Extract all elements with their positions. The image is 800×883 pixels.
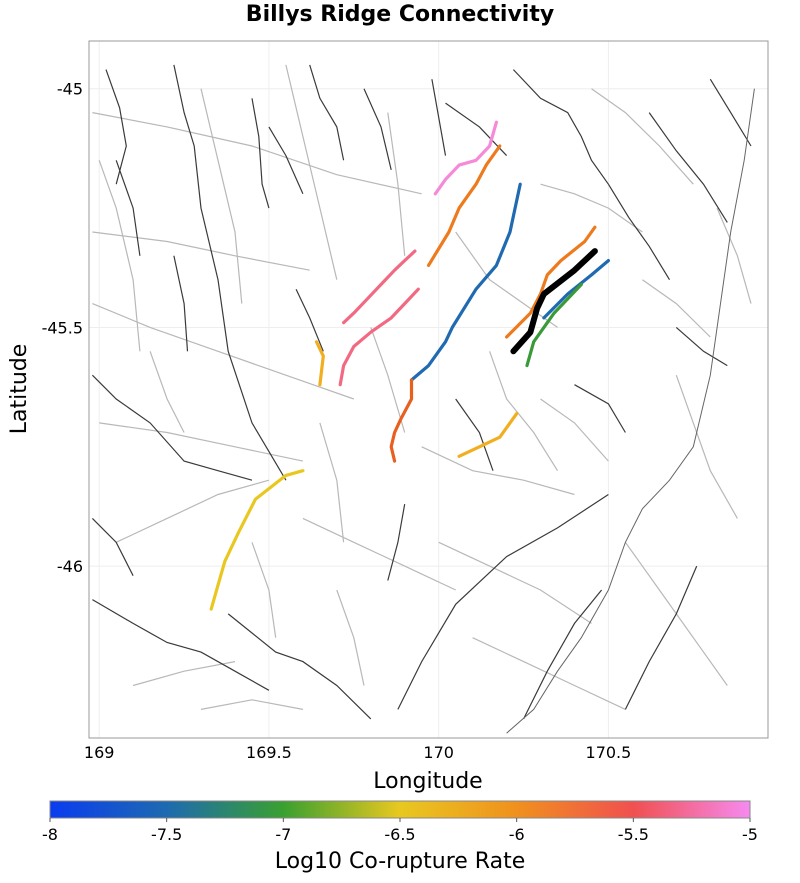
background-fault-light-2 bbox=[92, 303, 354, 400]
background-fault-dark-4 bbox=[309, 64, 345, 161]
background-fault-light-13 bbox=[642, 279, 711, 338]
connected-fault-4 bbox=[314, 340, 325, 387]
plot-frame bbox=[88, 40, 769, 739]
connected-fault-8 bbox=[389, 378, 414, 463]
x-tick-label-3: 170.5 bbox=[586, 743, 632, 762]
colorbar-tick-label-3: -6.5 bbox=[384, 825, 415, 844]
colorbar-tick-label-0: -8 bbox=[42, 825, 58, 844]
connected-fault-3 bbox=[209, 469, 305, 611]
connected-fault-2 bbox=[525, 282, 583, 368]
background-fault-light-14 bbox=[421, 446, 575, 496]
background-fault-dark-13 bbox=[397, 493, 609, 710]
background-fault-light-16 bbox=[472, 637, 626, 710]
coastline bbox=[506, 88, 755, 734]
background-fault-light-21 bbox=[98, 160, 141, 352]
plot-area bbox=[89, 41, 768, 738]
background-fault-dark-18 bbox=[295, 288, 324, 352]
background-fault-dark-3 bbox=[251, 98, 270, 209]
colorbar-tick-label-2: -7 bbox=[275, 825, 291, 844]
background-fault-dark-11 bbox=[92, 599, 270, 691]
background-fault-light-0 bbox=[92, 112, 422, 195]
background-faults-light bbox=[92, 64, 752, 710]
grid-lines bbox=[89, 41, 768, 738]
connected-fault-7 bbox=[505, 225, 597, 339]
background-fault-dark-15 bbox=[624, 565, 698, 710]
background-fault-light-26 bbox=[716, 207, 752, 304]
background-fault-dark-5 bbox=[431, 79, 447, 156]
background-fault-dark-19 bbox=[173, 255, 189, 352]
background-fault-dark-17 bbox=[709, 78, 752, 147]
background-fault-light-24 bbox=[319, 422, 345, 543]
background-fault-light-19 bbox=[251, 542, 277, 638]
coastline-line bbox=[506, 88, 755, 734]
background-fault-dark-21 bbox=[363, 88, 392, 171]
connected-fault-0 bbox=[409, 182, 522, 382]
x-axis-ticks: 169 169.5 170 170.5 bbox=[84, 743, 631, 762]
background-fault-light-4 bbox=[115, 479, 270, 543]
background-fault-light-6 bbox=[132, 661, 236, 687]
colorbar-tick-label-5: -5.5 bbox=[618, 825, 649, 844]
x-tick-label-1: 169.5 bbox=[246, 743, 292, 762]
background-fault-dark-16 bbox=[648, 112, 728, 223]
colorbar-tick-label-1: -7.5 bbox=[151, 825, 182, 844]
background-fault-light-5 bbox=[302, 517, 456, 591]
colorbar-ticks: -8 -7.5 -7 -6.5 -6 -5.5 -5 bbox=[42, 818, 758, 844]
background-fault-light-20 bbox=[149, 351, 185, 433]
background-fault-light-15 bbox=[438, 541, 592, 624]
y-tick-label-1: -45.5 bbox=[42, 318, 83, 337]
y-axis-label: Latitude bbox=[7, 344, 32, 435]
y-tick-label-0: -45 bbox=[57, 80, 83, 99]
background-fault-dark-2 bbox=[173, 64, 287, 481]
chart-title: Billys Ridge Connectivity bbox=[245, 2, 555, 27]
background-fault-dark-24 bbox=[675, 326, 728, 367]
background-fault-dark-14 bbox=[523, 589, 603, 720]
background-fault-light-18 bbox=[336, 589, 365, 686]
background-fault-dark-10 bbox=[91, 517, 134, 576]
y-axis-ticks: -45 -45.5 -46 bbox=[42, 80, 83, 576]
background-fault-dark-20 bbox=[268, 126, 304, 195]
background-fault-dark-12 bbox=[227, 613, 372, 720]
background-fault-light-11 bbox=[540, 183, 643, 233]
background-fault-light-3 bbox=[99, 422, 304, 462]
background-fault-dark-23 bbox=[455, 398, 494, 471]
background-fault-light-28 bbox=[540, 398, 609, 462]
y-tick-label-2: -46 bbox=[57, 557, 83, 576]
x-tick-label-0: 169 bbox=[84, 743, 115, 762]
connected-faults bbox=[209, 120, 611, 611]
background-fault-light-1 bbox=[92, 231, 310, 271]
background-fault-dark-1 bbox=[115, 160, 141, 256]
background-faults-dark bbox=[91, 64, 752, 720]
connected-fault-5 bbox=[457, 411, 519, 458]
background-fault-light-23 bbox=[370, 327, 406, 433]
background-fault-dark-25 bbox=[574, 384, 626, 433]
connected-fault-11 bbox=[433, 120, 498, 196]
connected-fault-9 bbox=[342, 249, 417, 325]
billys-ridge-fault bbox=[510, 248, 598, 355]
highlight-fault bbox=[510, 248, 598, 355]
background-fault-dark-8 bbox=[445, 102, 508, 157]
colorbar-tick-label-6: -5 bbox=[742, 825, 758, 844]
background-fault-light-8 bbox=[285, 64, 338, 280]
colorbar bbox=[49, 800, 751, 819]
colorbar-tick-label-4: -6 bbox=[509, 825, 525, 844]
x-tick-label-2: 170 bbox=[423, 743, 454, 762]
background-fault-light-25 bbox=[675, 374, 738, 519]
background-fault-dark-7 bbox=[607, 183, 671, 281]
colorbar-label: Log10 Co-rupture Rate bbox=[275, 849, 526, 874]
background-fault-dark-22 bbox=[387, 503, 406, 581]
background-fault-light-12 bbox=[591, 88, 694, 185]
x-axis-label: Longitude bbox=[373, 769, 482, 794]
background-fault-dark-0 bbox=[105, 69, 127, 185]
background-fault-light-7 bbox=[200, 88, 243, 304]
background-fault-light-9 bbox=[387, 112, 406, 256]
background-fault-light-27 bbox=[200, 699, 304, 710]
background-fault-dark-6 bbox=[512, 69, 609, 185]
connected-fault-10 bbox=[338, 287, 420, 387]
connected-fault-6 bbox=[426, 144, 502, 267]
background-fault-light-10 bbox=[455, 231, 558, 328]
background-fault-light-22 bbox=[489, 351, 559, 472]
background-fault-dark-9 bbox=[91, 374, 253, 481]
